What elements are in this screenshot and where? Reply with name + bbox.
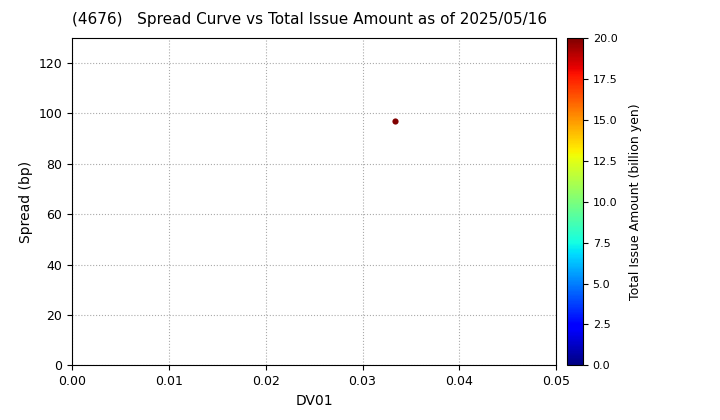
Point bbox=[390, 118, 401, 124]
Y-axis label: Spread (bp): Spread (bp) bbox=[19, 160, 33, 243]
X-axis label: DV01: DV01 bbox=[295, 394, 333, 408]
Y-axis label: Total Issue Amount (billion yen): Total Issue Amount (billion yen) bbox=[629, 103, 642, 300]
Text: (4676)   Spread Curve vs Total Issue Amount as of 2025/05/16: (4676) Spread Curve vs Total Issue Amoun… bbox=[72, 12, 547, 27]
